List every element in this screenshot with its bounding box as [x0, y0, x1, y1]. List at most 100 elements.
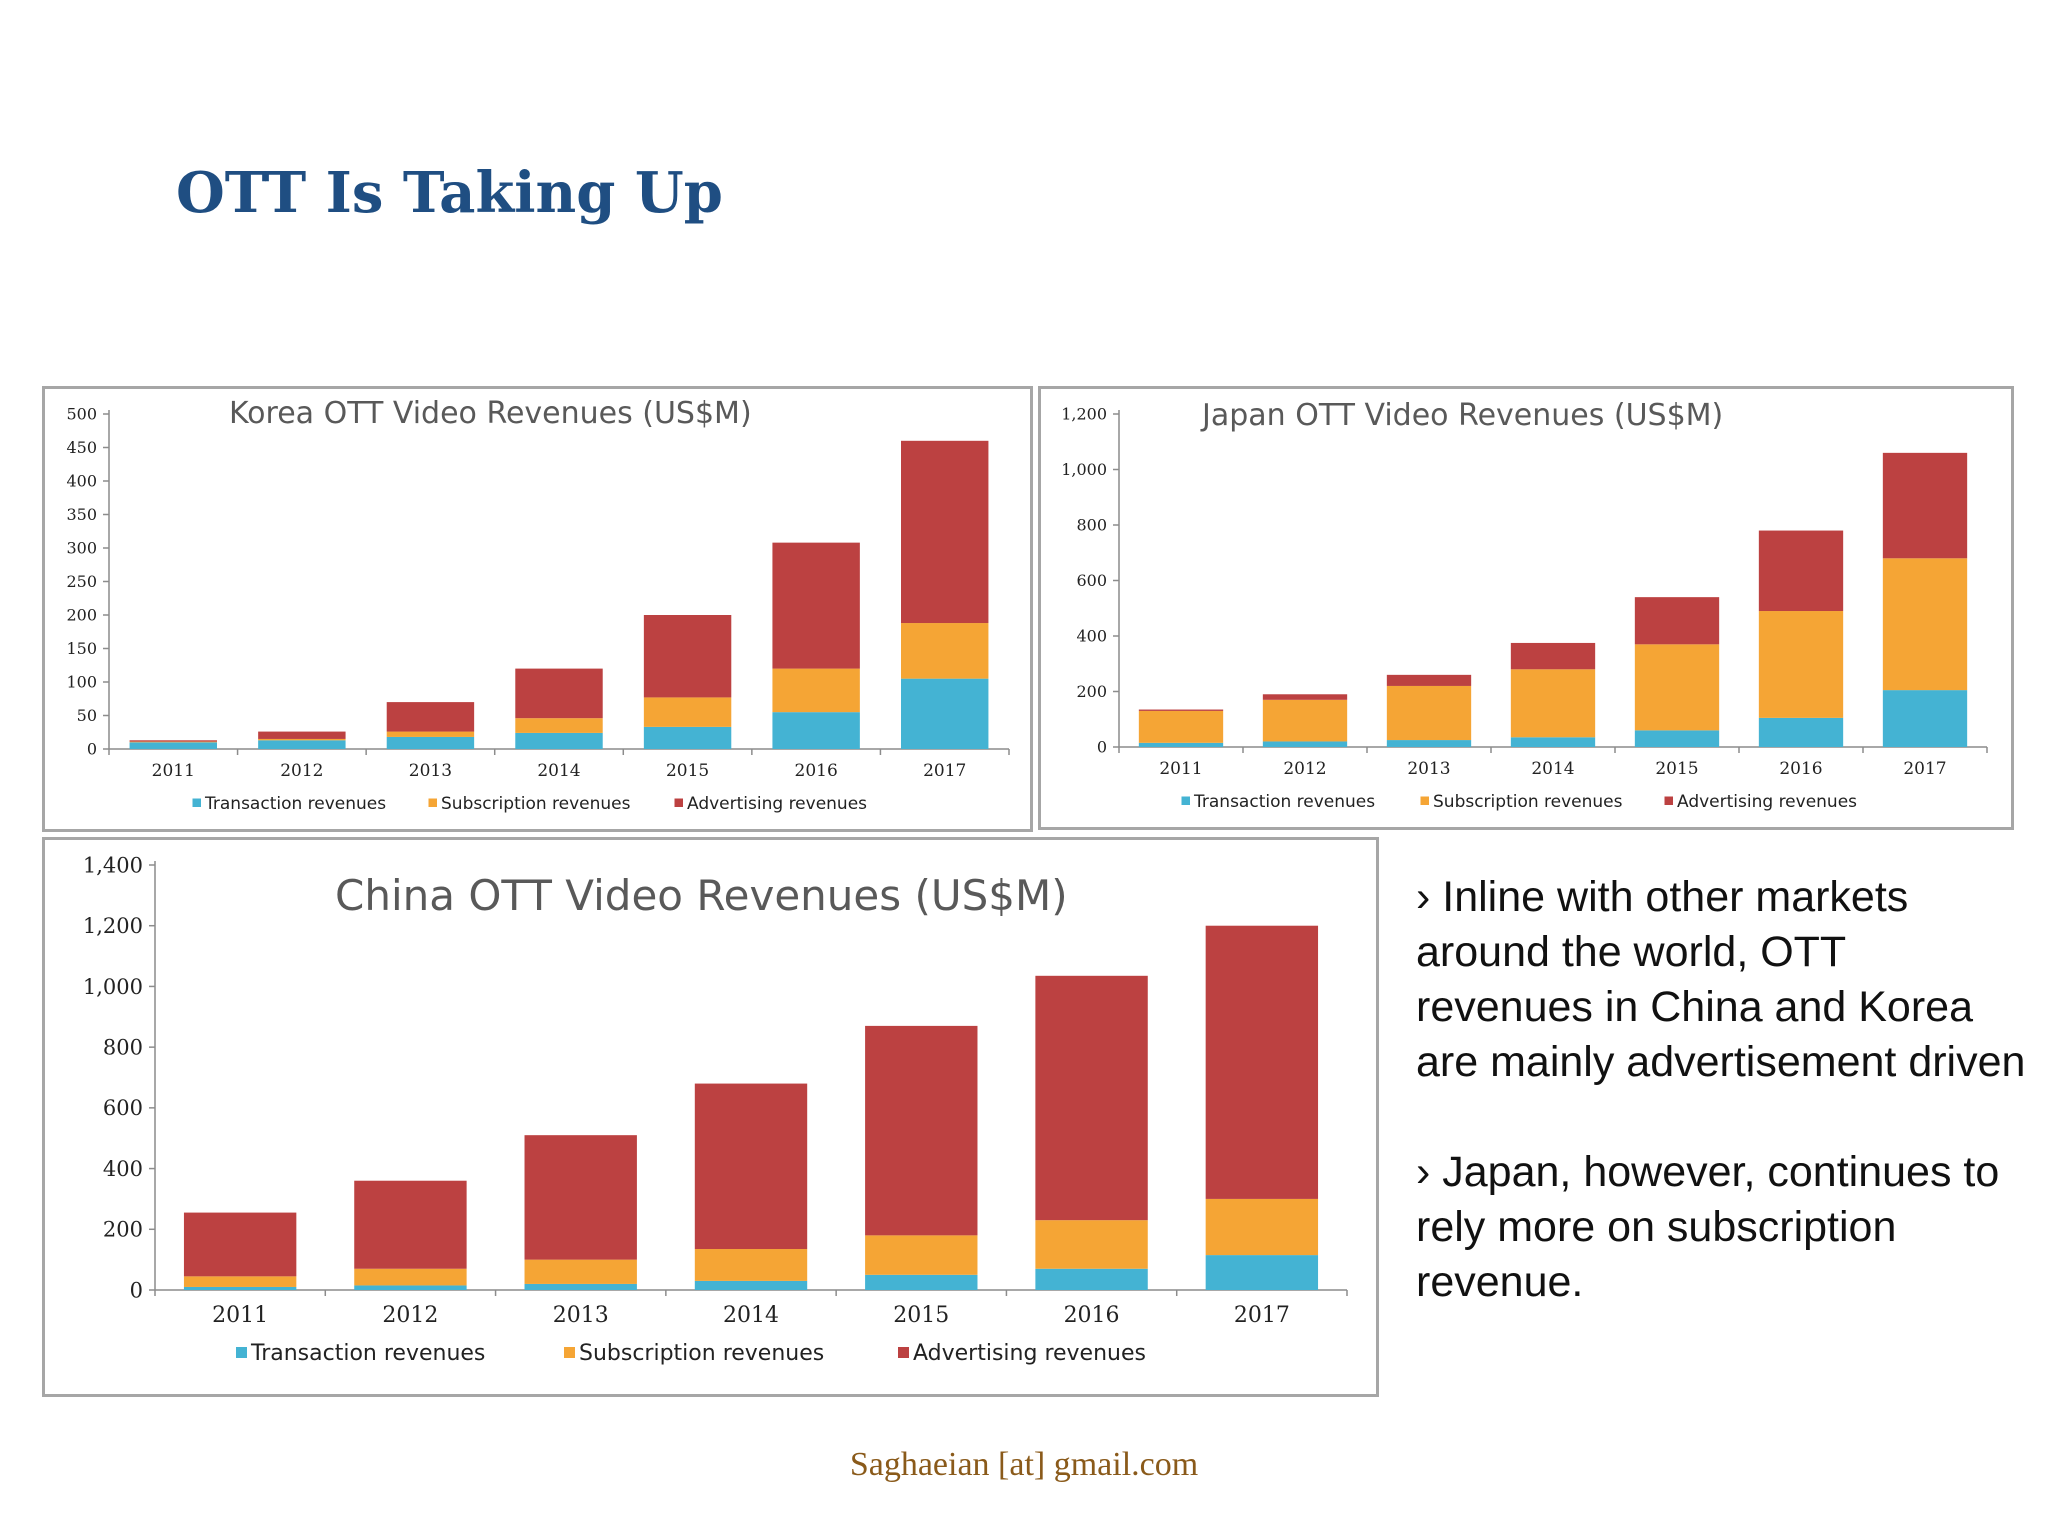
bar-segment-2014-transaction — [694, 1280, 808, 1290]
bar-segment-2015-transaction — [1634, 730, 1720, 747]
y-tick-label: 200 — [1076, 682, 1107, 701]
bar-segment-2017-transaction — [1882, 690, 1968, 747]
y-tick-label: 350 — [66, 505, 97, 524]
bar-segment-2017-transaction — [901, 678, 989, 749]
bar-segment-2011-transaction — [183, 1286, 297, 1290]
chart-title: China OTT Video Revenues (US$M) — [335, 871, 1068, 920]
bar-segment-2012-subscription — [354, 1268, 467, 1286]
legend-entry: Subscription revenues — [441, 794, 631, 814]
legend-entry: Subscription revenues — [1433, 792, 1623, 812]
x-tick-label: 2016 — [795, 761, 838, 781]
slide-title: OTT Is Taking Up — [176, 160, 723, 226]
y-tick-label: 50 — [77, 706, 97, 725]
x-tick-label: 2016 — [1779, 759, 1822, 779]
bar-segment-2014-transaction — [515, 732, 603, 749]
bar-segment-2016-transaction — [772, 712, 860, 749]
bar-segment-2014-subscription — [515, 718, 603, 733]
legend-swatch — [192, 798, 201, 807]
bar-segment-2017-subscription — [1205, 1198, 1319, 1256]
bar-segment-2011-subscription — [129, 741, 217, 743]
legend-entry: Transaction revenues — [1193, 792, 1375, 812]
x-tick-label: 2014 — [723, 1303, 779, 1328]
y-tick-label: 0 — [87, 740, 97, 759]
x-tick-label: 2017 — [1903, 759, 1946, 779]
y-tick-label: 800 — [103, 1035, 143, 1059]
bar-segment-2014-transaction — [1510, 737, 1596, 747]
bar-segment-2017-transaction — [1205, 1255, 1319, 1290]
korea-chart-panel: Korea OTT Video Revenues (US$M) 0 50 100 150… — [42, 386, 1033, 832]
bar-segment-2015-advertising — [1634, 597, 1720, 645]
bar-segment-2013-transaction — [524, 1283, 637, 1290]
x-tick-label: 2013 — [553, 1303, 609, 1328]
bar-segment-2011-subscription — [183, 1276, 297, 1287]
legend-swatch — [674, 798, 683, 807]
bar-segment-2011-transaction — [1138, 742, 1224, 747]
bar-segment-2016-advertising — [1035, 975, 1148, 1221]
y-tick-label: 450 — [66, 438, 97, 457]
bullet-list: › Inline with other markets around the w… — [1416, 870, 2026, 1365]
bar-segment-2013-transaction — [386, 736, 475, 749]
legend-entry: Advertising revenues — [687, 794, 867, 814]
legend-swatch — [236, 1347, 247, 1358]
y-tick-label: 1,400 — [83, 853, 143, 877]
x-tick-label: 2017 — [1234, 1303, 1290, 1328]
legend-entry: Transaction revenues — [204, 794, 386, 814]
x-tick-label: 2015 — [893, 1303, 949, 1328]
bar-segment-2014-advertising — [694, 1083, 808, 1250]
y-tick-label: 150 — [66, 639, 97, 658]
legend-swatch — [1420, 796, 1429, 805]
bar-segment-2011-subscription — [1138, 710, 1224, 743]
bar-segment-2011-advertising — [1138, 709, 1224, 711]
bar-segment-2012-subscription — [1262, 699, 1348, 742]
bar-segment-2016-advertising — [1758, 530, 1844, 612]
japan-chart: Japan OTT Video Revenues (US$M) 0 200 400 60… — [1061, 398, 1988, 812]
bar-segment-2016-subscription — [772, 668, 860, 713]
bar-segment-2014-subscription — [1510, 669, 1596, 738]
bullet-advertising-driven: › Inline with other markets around the w… — [1416, 873, 2026, 1086]
x-tick-label: 2017 — [923, 761, 966, 781]
bar-segment-2015-advertising — [643, 615, 732, 698]
x-tick-label: 2016 — [1064, 1303, 1120, 1328]
bar-segment-2016-advertising — [772, 542, 860, 669]
y-tick-label: 800 — [1076, 516, 1107, 535]
legend-entry: Subscription revenues — [579, 1341, 824, 1366]
y-tick-label: 1,000 — [1061, 460, 1107, 479]
bar-segment-2015-advertising — [865, 1025, 978, 1236]
bar-segment-2013-advertising — [386, 702, 475, 732]
bar-segment-2013-advertising — [524, 1135, 637, 1260]
bar-segment-2014-advertising — [515, 668, 603, 719]
y-tick-label: 500 — [66, 405, 97, 424]
y-tick-label: 1,000 — [83, 975, 143, 999]
bar-segment-2015-subscription — [643, 697, 732, 727]
bar-segment-2016-transaction — [1758, 717, 1844, 747]
y-tick-label: 300 — [66, 539, 97, 558]
y-tick-label: 0 — [130, 1278, 143, 1302]
bar-segment-2017-advertising — [901, 440, 989, 624]
bar-segment-2012-advertising — [1262, 694, 1348, 700]
x-tick-label: 2011 — [212, 1303, 268, 1328]
bar-segment-2015-transaction — [643, 726, 732, 749]
legend-swatch — [898, 1347, 909, 1358]
bar-segment-2013-subscription — [386, 731, 475, 737]
bar-segment-2013-advertising — [1386, 674, 1472, 686]
y-tick-label: 200 — [103, 1218, 143, 1242]
chart-title: Korea OTT Video Revenues (US$M) — [229, 396, 752, 431]
bar-segment-2012-transaction — [258, 740, 346, 749]
y-tick-label: 600 — [1076, 571, 1107, 590]
bar-segment-2012-advertising — [258, 731, 346, 739]
bar-segment-2014-subscription — [694, 1249, 808, 1281]
x-tick-label: 2012 — [1283, 759, 1326, 779]
y-tick-label: 100 — [66, 673, 97, 692]
bar-segment-2013-subscription — [524, 1259, 637, 1284]
y-tick-label: 400 — [103, 1157, 143, 1181]
bar-segment-2011-transaction — [129, 742, 217, 749]
legend-swatch — [428, 798, 437, 807]
china-chart-panel: China OTT Video Revenues (US$M) 0 200 400 60… — [42, 837, 1379, 1397]
legend-swatch — [1664, 796, 1673, 805]
bar-segment-2012-subscription — [258, 738, 346, 741]
bar-segment-2017-subscription — [901, 623, 989, 679]
korea-chart: Korea OTT Video Revenues (US$M) 0 50 100 150… — [66, 396, 1010, 814]
japan-chart-panel: Japan OTT Video Revenues (US$M) 0 200 400 60… — [1038, 386, 2014, 830]
bar-segment-2012-advertising — [354, 1180, 467, 1269]
bar-segment-2017-subscription — [1882, 558, 1968, 691]
